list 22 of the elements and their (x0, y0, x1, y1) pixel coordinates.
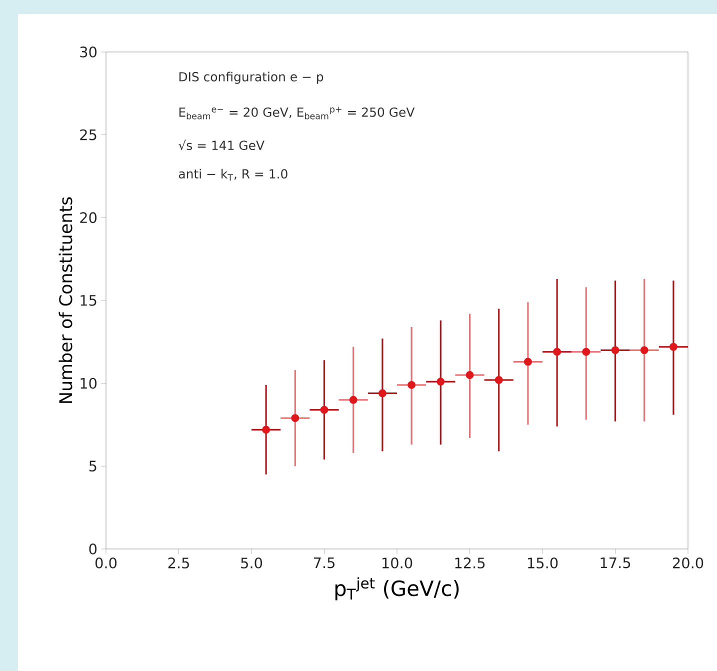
x-tick-label: 2.5 (168, 557, 189, 568)
y-tick-label: 0 (89, 544, 97, 554)
x-tick-label: 12.5 (455, 557, 485, 568)
x-tick-label: 10.0 (382, 557, 412, 568)
annotation: √s = 141 GeV (178, 140, 264, 150)
x-tick-label: 15.0 (528, 557, 558, 568)
y-tick-label: 20 (80, 212, 97, 224)
x-tick-label: 17.5 (600, 558, 630, 568)
y-tick-label: 25 (80, 129, 96, 140)
x-tick-label: 0.0 (95, 557, 117, 568)
x-tick-label: 20.0 (672, 557, 704, 568)
x-tick-label: 5.0 (241, 557, 262, 568)
y-tick-label: 10 (80, 378, 97, 389)
y-tick-label: 15 (80, 295, 96, 306)
annotation: DIS configuration e − p (179, 72, 324, 84)
annotation: anti − k$_{T}$, R = 1.0 (178, 168, 288, 181)
y-axis-title: Number of Constituents (58, 197, 72, 403)
annotation: E$_{beam}$$^{e−}$ = 20 GeV, E$_{beam}$$^{p+}$ = 250 GeV (179, 106, 415, 120)
x-axis-title: p$_{T}$$^{jet}$ (GeV/c) (335, 577, 459, 600)
y-tick-label: 30 (80, 46, 97, 58)
y-tick-label: 5 (89, 460, 96, 472)
x-tick-label: 7.5 (314, 558, 334, 568)
